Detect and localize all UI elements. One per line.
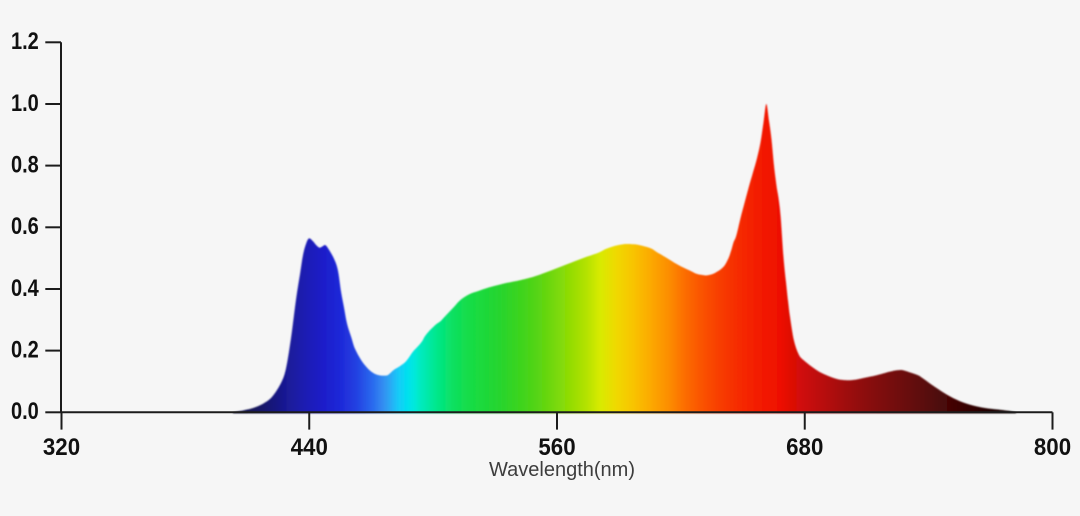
svg-text:800: 800 [1034,434,1071,461]
svg-text:320: 320 [43,434,80,461]
svg-text:560: 560 [538,434,575,461]
svg-text:680: 680 [786,434,823,461]
svg-text:0.4: 0.4 [11,275,39,302]
svg-text:1.0: 1.0 [11,90,39,117]
svg-text:0.2: 0.2 [11,337,39,364]
svg-text:0.6: 0.6 [11,213,39,240]
svg-text:440: 440 [291,434,328,461]
svg-text:Wavelength(nm): Wavelength(nm) [489,459,635,481]
svg-text:0.8: 0.8 [11,152,39,179]
svg-text:0.0: 0.0 [11,398,39,425]
svg-text:1.2: 1.2 [11,28,39,55]
